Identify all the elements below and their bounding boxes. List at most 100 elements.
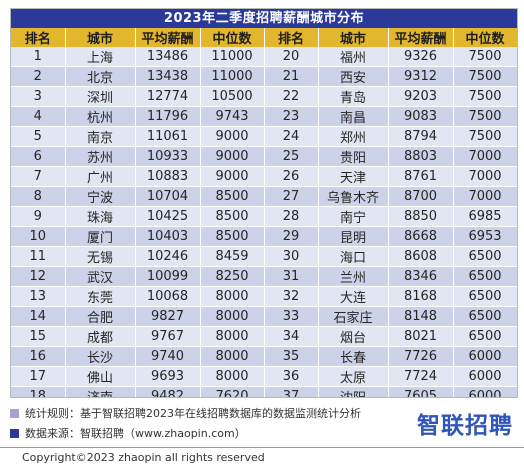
right-rank-cell: 33	[264, 306, 319, 327]
right-city-cell: 南宁	[318, 206, 389, 227]
table-title: 2023年二季度招聘薪酬城市分布	[11, 9, 517, 28]
left-rank-cell: 4	[11, 106, 66, 127]
left-avg-salary-cell: 11796	[135, 106, 201, 127]
right-avg-salary-cell: 9326	[388, 47, 454, 67]
right-rank-cell: 30	[264, 246, 319, 267]
right-city-cell: 长春	[318, 346, 389, 367]
right-avg-salary-cell: 9312	[388, 66, 454, 87]
table-row: 16 长沙 9740 8000 35 长春 7726 6000	[11, 346, 517, 367]
left-avg-salary-cell: 9693	[135, 366, 201, 387]
left-avg-salary-cell: 10883	[135, 166, 201, 187]
left-rank-cell: 17	[11, 366, 66, 387]
left-median-cell: 8500	[200, 186, 265, 207]
stat-rule-square-icon	[10, 408, 19, 418]
right-avg-salary-cell: 8608	[388, 246, 454, 267]
right-city-cell: 沈阳	[318, 386, 389, 397]
table-row: 15 成都 9767 8000 34 烟台 8021 6500	[11, 326, 517, 347]
right-rank-cell: 23	[264, 106, 319, 127]
right-city-cell: 西安	[318, 66, 389, 87]
right-avg-salary-cell: 8668	[388, 226, 454, 247]
right-rank-cell: 24	[264, 126, 319, 147]
right-city-cell: 昆明	[318, 226, 389, 247]
header-avg-salary: 平均薪酬	[135, 28, 201, 47]
left-city-cell: 苏州	[65, 146, 136, 167]
left-city-cell: 杭州	[65, 106, 136, 127]
right-rank-cell: 22	[264, 86, 319, 107]
left-median-cell: 8500	[200, 206, 265, 227]
left-median-cell: 10500	[200, 86, 265, 107]
header-row: 排名 城市 平均薪酬 中位数 排名 城市 平均薪酬 中位数	[11, 28, 517, 47]
right-median-cell: 6500	[453, 306, 517, 327]
right-median-cell: 6000	[453, 346, 517, 367]
right-median-cell: 7000	[453, 166, 517, 187]
right-city-cell: 郑州	[318, 126, 389, 147]
left-city-cell: 南京	[65, 126, 136, 147]
left-avg-salary-cell: 9767	[135, 326, 201, 347]
right-median-cell: 7500	[453, 47, 517, 67]
right-avg-salary-cell: 8794	[388, 126, 454, 147]
left-rank-cell: 5	[11, 126, 66, 147]
right-median-cell: 7000	[453, 186, 517, 207]
right-median-cell: 6000	[453, 386, 517, 397]
right-avg-salary-cell: 8168	[388, 286, 454, 307]
left-rank-cell: 8	[11, 186, 66, 207]
left-median-cell: 11000	[200, 66, 265, 87]
right-rank-cell: 26	[264, 166, 319, 187]
left-city-cell: 无锡	[65, 246, 136, 267]
right-city-cell: 天津	[318, 166, 389, 187]
header-city: 城市	[318, 28, 389, 47]
table-row: 11 无锡 10246 8459 30 海口 8608 6500	[11, 246, 517, 267]
left-median-cell: 8250	[200, 266, 265, 287]
left-city-cell: 武汉	[65, 266, 136, 287]
header-avg-salary: 平均薪酬	[388, 28, 454, 47]
right-city-cell: 南昌	[318, 106, 389, 127]
right-city-cell: 石家庄	[318, 306, 389, 327]
right-avg-salary-cell: 8700	[388, 186, 454, 207]
right-rank-cell: 35	[264, 346, 319, 367]
table-row: 14 合肥 9827 8000 33 石家庄 8148 6500	[11, 306, 517, 327]
table-row: 13 东莞 10068 8000 32 大连 8168 6500	[11, 286, 517, 307]
right-median-cell: 7500	[453, 106, 517, 127]
right-median-cell: 6500	[453, 326, 517, 347]
left-avg-salary-cell: 13438	[135, 66, 201, 87]
left-city-cell: 佛山	[65, 366, 136, 387]
right-avg-salary-cell: 8021	[388, 326, 454, 347]
left-rank-cell: 6	[11, 146, 66, 167]
left-rank-cell: 9	[11, 206, 66, 227]
right-city-cell: 烟台	[318, 326, 389, 347]
data-source-text: 数据来源：智联招聘（www.zhaopin.com）	[25, 427, 246, 440]
right-median-cell: 7000	[453, 146, 517, 167]
table-row: 3 深圳 12774 10500 22 青岛 9203 7500	[11, 86, 517, 107]
left-avg-salary-cell: 10933	[135, 146, 201, 167]
right-median-cell: 6500	[453, 266, 517, 287]
left-city-cell: 深圳	[65, 86, 136, 107]
left-rank-cell: 1	[11, 47, 66, 67]
left-median-cell: 7620	[200, 386, 265, 397]
left-avg-salary-cell: 9740	[135, 346, 201, 367]
copyright-text: Copyright©2023 zhaopin all rights reserv…	[22, 451, 265, 464]
right-rank-cell: 28	[264, 206, 319, 227]
left-avg-salary-cell: 12774	[135, 86, 201, 107]
right-median-cell: 6985	[453, 206, 517, 227]
right-median-cell: 7500	[453, 86, 517, 107]
left-city-cell: 东莞	[65, 286, 136, 307]
right-rank-cell: 34	[264, 326, 319, 347]
left-rank-cell: 13	[11, 286, 66, 307]
left-rank-cell: 10	[11, 226, 66, 247]
left-rank-cell: 11	[11, 246, 66, 267]
left-rank-cell: 3	[11, 86, 66, 107]
right-median-cell: 7500	[453, 66, 517, 87]
right-rank-cell: 31	[264, 266, 319, 287]
right-rank-cell: 25	[264, 146, 319, 167]
right-rank-cell: 29	[264, 226, 319, 247]
left-city-cell: 成都	[65, 326, 136, 347]
left-median-cell: 9000	[200, 126, 265, 147]
left-median-cell: 8000	[200, 366, 265, 387]
left-city-cell: 宁波	[65, 186, 136, 207]
right-city-cell: 大连	[318, 286, 389, 307]
right-median-cell: 7500	[453, 126, 517, 147]
right-avg-salary-cell: 8803	[388, 146, 454, 167]
left-avg-salary-cell: 10099	[135, 266, 201, 287]
left-median-cell: 8000	[200, 346, 265, 367]
right-avg-salary-cell: 8761	[388, 166, 454, 187]
